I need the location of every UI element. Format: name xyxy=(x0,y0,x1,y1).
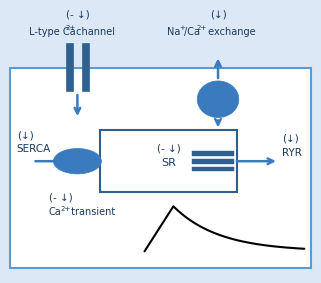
Bar xyxy=(82,43,89,91)
Bar xyxy=(193,159,234,164)
Bar xyxy=(193,167,234,171)
Text: SR: SR xyxy=(161,158,176,168)
Text: +: + xyxy=(179,25,185,31)
Text: RYR: RYR xyxy=(282,148,302,158)
Text: (↓): (↓) xyxy=(17,131,33,141)
Text: (- ↓): (- ↓) xyxy=(157,143,180,154)
Text: (↓): (↓) xyxy=(282,134,299,144)
Text: 2+: 2+ xyxy=(61,205,71,211)
Text: L-type Ca: L-type Ca xyxy=(30,27,76,37)
Bar xyxy=(10,68,311,268)
Text: (- ↓): (- ↓) xyxy=(65,10,89,20)
Text: transient: transient xyxy=(68,207,116,217)
Bar xyxy=(100,130,237,192)
Text: Na: Na xyxy=(167,27,180,37)
Text: Ca: Ca xyxy=(49,207,61,217)
Bar xyxy=(193,151,234,156)
Text: /Ca: /Ca xyxy=(184,27,200,37)
Text: SERCA: SERCA xyxy=(17,143,51,154)
Ellipse shape xyxy=(197,81,239,117)
Text: 2+: 2+ xyxy=(197,25,207,31)
Text: 2+: 2+ xyxy=(65,25,75,31)
Text: exchange: exchange xyxy=(204,27,255,37)
Text: (↓): (↓) xyxy=(210,10,226,20)
Bar xyxy=(66,43,73,91)
Text: (- ↓): (- ↓) xyxy=(49,193,73,203)
Ellipse shape xyxy=(53,149,101,174)
Text: channel: channel xyxy=(73,27,115,37)
